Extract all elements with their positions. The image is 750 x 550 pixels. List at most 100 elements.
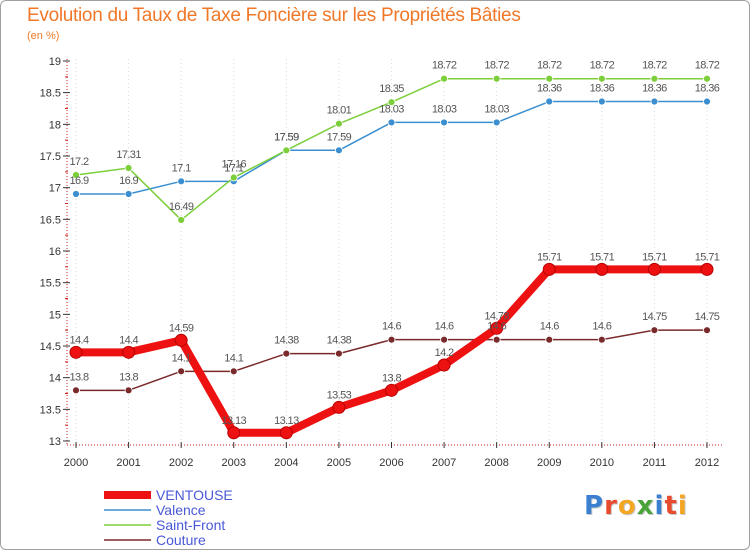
- data-point-ventouse: [542, 262, 556, 276]
- data-label-saint-front: 17.59: [274, 131, 299, 143]
- data-label-saint-front: 17.31: [116, 149, 141, 161]
- data-label-ventouse: 14.4: [119, 334, 138, 346]
- data-label-ventouse: 14.4: [69, 334, 88, 346]
- data-point-saint-front: [335, 119, 343, 128]
- y-tick-label: 13.5: [40, 404, 61, 416]
- data-label-valence: 18.03: [484, 103, 509, 115]
- data-label-ventouse: 14.2: [435, 347, 454, 359]
- data-point-ventouse: [332, 400, 346, 414]
- data-label-valence: 18.03: [379, 103, 404, 115]
- data-point-couture: [177, 367, 186, 376]
- y-tick-label: 18.5: [40, 88, 61, 100]
- y-tick-label: 19: [49, 56, 61, 68]
- data-label-valence: 17.59: [274, 131, 299, 143]
- data-label-ventouse: 15.71: [642, 251, 667, 263]
- y-tick-label: 15.5: [40, 278, 61, 290]
- data-point-ventouse: [122, 345, 136, 359]
- y-tick-label: 17.5: [40, 151, 61, 163]
- y-tick-label: 17: [49, 183, 61, 195]
- data-point-valence: [335, 146, 343, 155]
- proxiti-logo: Proxiti: [584, 491, 688, 521]
- y-tick-label: 16.5: [40, 214, 61, 226]
- data-point-couture: [282, 349, 291, 358]
- data-label-valence: 17.1: [172, 162, 191, 174]
- data-label-saint-front: 18.72: [642, 60, 667, 72]
- data-point-saint-front: [650, 74, 659, 83]
- legend-label-saint-front: Saint-Front: [156, 517, 225, 533]
- data-label-couture: 14.6: [487, 321, 506, 333]
- data-label-ventouse: 15.71: [590, 251, 615, 263]
- y-tick-label: 15: [49, 309, 61, 321]
- data-label-couture: 13.8: [119, 371, 138, 383]
- y-tick-label: 14.5: [40, 341, 61, 353]
- data-label-ventouse: 13.53: [327, 389, 352, 401]
- y-tick-label: 14: [49, 373, 61, 385]
- x-tick-label: 2005: [327, 457, 351, 469]
- x-tick-label: 2000: [64, 457, 88, 469]
- data-label-valence: 16.9: [119, 175, 138, 187]
- data-label-saint-front: 18.72: [695, 60, 720, 72]
- data-point-ventouse: [490, 321, 504, 335]
- data-label-couture: 14.38: [274, 335, 299, 347]
- data-point-ventouse: [437, 358, 451, 372]
- chart-title: Evolution du Taux de Taxe Foncière sur l…: [27, 5, 521, 26]
- data-label-saint-front: 18.01: [327, 105, 352, 117]
- legend-label-valence: Valence: [156, 502, 206, 518]
- legend-label-couture: Couture: [156, 532, 206, 548]
- data-point-saint-front: [440, 74, 448, 83]
- data-label-couture: 14.6: [592, 321, 611, 333]
- data-label-valence: 17.1: [224, 162, 243, 174]
- legend-label-ventouse: VENTOUSE: [156, 487, 233, 503]
- data-label-ventouse: 14.78: [484, 310, 509, 322]
- x-tick-label: 2006: [379, 457, 403, 469]
- data-point-ventouse: [227, 426, 241, 440]
- data-label-couture: 14.38: [327, 335, 352, 347]
- data-point-ventouse: [385, 383, 398, 397]
- data-point-saint-front: [177, 216, 186, 224]
- data-point-ventouse: [174, 333, 188, 347]
- data-label-couture: 14.6: [540, 321, 559, 333]
- data-label-saint-front: 16.49: [169, 201, 194, 213]
- logo-letter: o: [617, 491, 637, 521]
- data-label-saint-front: 17.2: [69, 156, 88, 168]
- x-tick-label: 2012: [695, 457, 719, 469]
- data-label-ventouse: 15.71: [537, 251, 562, 263]
- data-point-saint-front: [387, 98, 396, 107]
- data-label-saint-front: 18.35: [379, 83, 404, 95]
- data-point-couture: [335, 349, 343, 358]
- data-label-ventouse: 14.59: [169, 322, 194, 334]
- x-tick-label: 2001: [116, 457, 140, 469]
- data-label-couture: 14.1: [172, 352, 191, 364]
- data-point-couture: [703, 326, 711, 335]
- logo-letter: i: [654, 491, 665, 521]
- x-tick-label: 2007: [432, 457, 456, 469]
- data-label-ventouse: 15.71: [695, 251, 720, 263]
- data-point-valence: [492, 118, 501, 127]
- data-label-saint-front: 18.72: [484, 60, 509, 72]
- data-point-valence: [703, 97, 711, 106]
- data-label-valence: 18.03: [432, 103, 457, 115]
- data-point-saint-front: [597, 74, 606, 83]
- data-point-valence: [72, 190, 80, 198]
- data-label-couture: 14.75: [642, 311, 667, 323]
- logo-letter: i: [677, 491, 688, 521]
- data-point-ventouse: [647, 262, 661, 276]
- data-label-couture: 14.6: [435, 321, 454, 333]
- data-label-couture: 14.75: [695, 311, 720, 323]
- x-tick-label: 2002: [169, 457, 193, 469]
- data-label-ventouse: 13.13: [274, 415, 299, 427]
- data-point-couture: [387, 335, 396, 344]
- x-tick-label: 2009: [537, 457, 561, 469]
- data-point-ventouse: [700, 262, 714, 276]
- data-label-valence: 18.36: [695, 83, 720, 95]
- y-tick-label: 16: [49, 246, 61, 258]
- data-point-valence: [650, 97, 659, 106]
- data-point-valence: [124, 190, 133, 198]
- x-tick-label: 2004: [274, 457, 298, 469]
- data-label-valence: 18.36: [642, 83, 667, 95]
- data-point-saint-front: [545, 74, 554, 83]
- data-point-valence: [177, 177, 186, 186]
- logo-letter: r: [604, 491, 618, 521]
- x-tick-label: 2003: [222, 457, 246, 469]
